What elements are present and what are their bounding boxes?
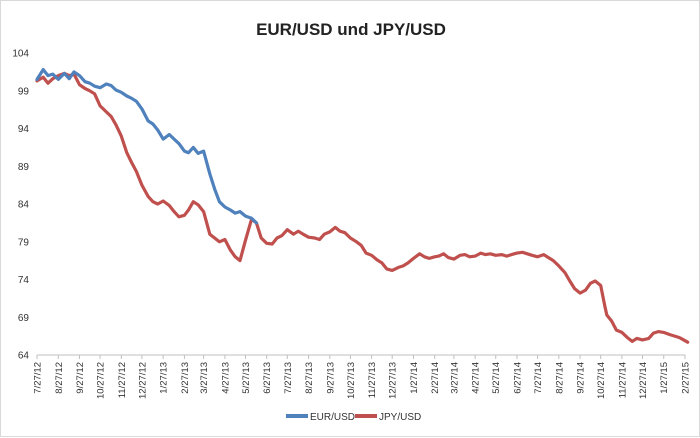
x-tick-label: 7/27/12 (33, 362, 44, 394)
y-tick-label: 94 (18, 124, 30, 135)
y-tick-label: 79 (18, 237, 30, 248)
y-tick-label: 104 (12, 49, 29, 60)
x-tick-label: 9/27/12 (75, 362, 86, 394)
legend: EUR/USD JPY/USD (286, 412, 421, 423)
x-tick-label: 11/27/13 (367, 362, 378, 398)
x-tick-label: 1/27/15 (659, 362, 670, 394)
y-tick-label: 64 (18, 351, 30, 362)
x-tick-label: 3/27/13 (199, 362, 210, 394)
x-tick-label: 10/27/14 (596, 362, 607, 399)
x-axis-ticks: 7/27/12 8/27/12 9/27/12 10/27/12 11/27/12 12/… (33, 355, 692, 399)
x-tick-label: 9/27/13 (325, 362, 336, 394)
legend-label-eurusd: EUR/USD (310, 412, 355, 423)
series-line-eurusd (35, 67, 258, 225)
x-tick-label: 8/27/13 (304, 362, 315, 394)
y-tick-label: 99 (18, 86, 30, 97)
x-tick-label: 10/27/12 (96, 362, 107, 399)
chart-title: EUR/USD und JPY/USD (256, 20, 446, 39)
x-tick-label: 12/27/13 (388, 362, 399, 399)
x-tick-label: 5/27/14 (491, 362, 502, 394)
y-tick-label: 74 (18, 275, 30, 286)
x-tick-label: 12/27/14 (638, 362, 649, 399)
x-tick-label: 4/27/13 (220, 362, 231, 394)
x-tick-label: 9/27/14 (576, 362, 587, 394)
x-tick-label: 1/27/13 (159, 362, 170, 394)
x-tick-label: 1/27/14 (409, 362, 420, 394)
x-tick-label: 4/27/14 (471, 362, 482, 394)
legend-label-jpyusd: JPY/USD (379, 412, 421, 423)
x-tick-label: 7/27/13 (283, 362, 294, 394)
x-tick-label: 6/27/14 (513, 362, 524, 394)
series-lines (35, 67, 690, 344)
y-tick-label: 69 (18, 313, 30, 324)
x-tick-label: 2/27/15 (681, 362, 692, 394)
y-axis-ticks: 64 69 74 79 84 89 94 99 104 (12, 49, 29, 362)
x-tick-label: 2/27/14 (430, 362, 441, 394)
x-tick-label: 2/27/13 (180, 362, 191, 394)
y-tick-label: 84 (18, 200, 30, 211)
x-tick-label: 8/27/12 (54, 362, 65, 394)
x-tick-label: 7/27/14 (533, 362, 544, 394)
y-tick-label: 89 (18, 162, 30, 173)
x-tick-label: 12/27/12 (137, 362, 148, 399)
x-tick-label: 11/27/14 (617, 362, 628, 398)
x-tick-label: 11/27/12 (117, 362, 128, 398)
x-tick-label: 10/27/13 (346, 362, 357, 399)
x-tick-label: 6/27/13 (262, 362, 273, 394)
x-tick-label: 8/27/14 (554, 362, 565, 394)
x-tick-label: 3/27/14 (449, 362, 460, 394)
x-tick-label: 5/27/13 (241, 362, 252, 394)
series-line-jpyusd (35, 71, 690, 344)
